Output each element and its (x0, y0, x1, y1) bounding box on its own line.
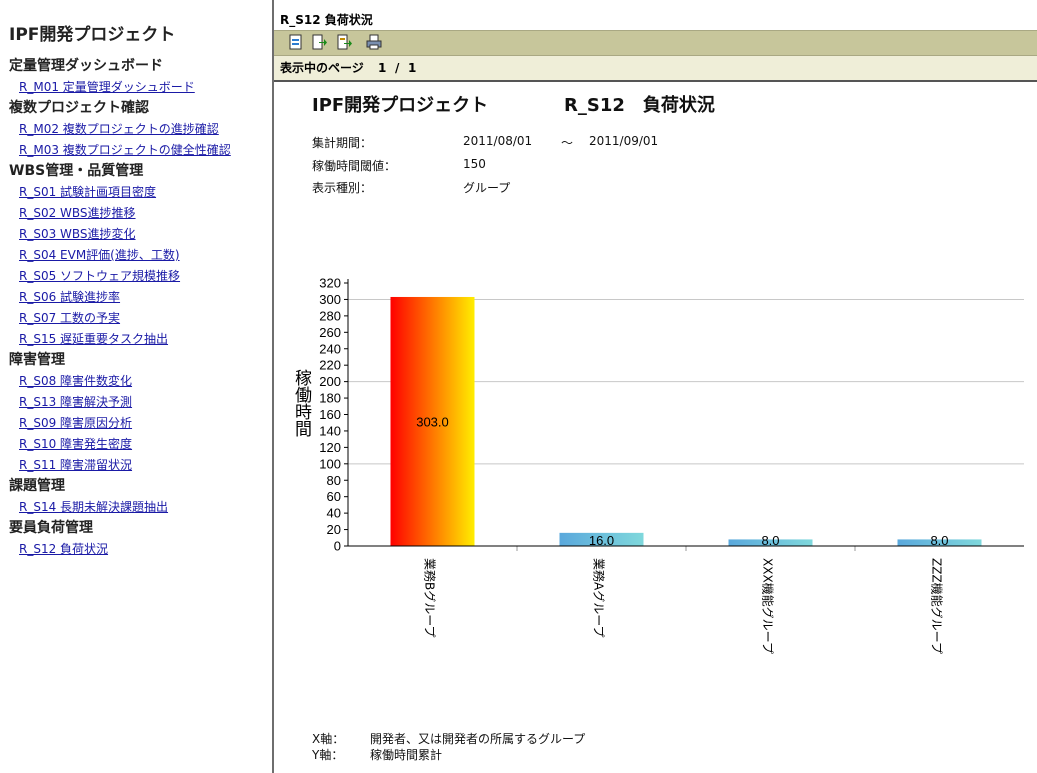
page-current: 1 (378, 61, 387, 75)
period-from: 2011/08/01 (463, 134, 533, 148)
y-tick-label: 60 (327, 489, 341, 504)
y-tick-label: 120 (319, 440, 341, 455)
sidebar-report-link[interactable]: R_S05 ソフトウェア規模推移 (19, 269, 181, 283)
export-data-icon[interactable] (337, 34, 353, 50)
sidebar-nav: 定量管理ダッシュボード R_M01 定量管理ダッシュボード複数プロジェクト確認 R_… (0, 56, 272, 560)
print-icon[interactable] (366, 34, 382, 50)
sidebar-category: 課題管理 (9, 478, 65, 494)
y-tick-label: 180 (319, 391, 341, 406)
sidebar-report-link[interactable]: R_S01 試験計画項目密度 (19, 185, 157, 199)
sidebar-report-link[interactable]: R_S04 EVM評価(進捗、工数) (19, 248, 180, 262)
sidebar-report-link[interactable]: R_S12 負荷状況 (19, 542, 109, 556)
sidebar-report-link[interactable]: R_S09 障害原因分析 (19, 416, 133, 430)
bar-value-label: 8.0 (930, 533, 948, 548)
sidebar-report-link[interactable]: R_S15 遅延重要タスク抽出 (19, 332, 169, 346)
page-total: 1 (408, 61, 417, 75)
y-tick-label: 0 (334, 539, 341, 554)
y-tick-label: 160 (319, 407, 341, 422)
y-tick-label: 40 (327, 506, 341, 521)
y-tick-label: 300 (319, 292, 341, 307)
sidebar-report-link[interactable]: R_S03 WBS進捗変化 (19, 227, 136, 241)
bar-value-label: 303.0 (416, 414, 449, 429)
sidebar-category: 複数プロジェクト確認 (9, 100, 149, 116)
sidebar-report-link[interactable]: R_M01 定量管理ダッシュボード (19, 80, 195, 94)
sidebar-category: 要員負荷管理 (9, 520, 93, 536)
sidebar-category: WBS管理・品質管理 (9, 163, 144, 179)
page-label: 表示中のページ (280, 61, 364, 75)
y-tick-label: 100 (319, 456, 341, 471)
y-tick-label: 260 (319, 325, 341, 340)
x-category-label: 業務Aグループ (592, 558, 606, 638)
bar (390, 296, 475, 546)
y-tick-label: 280 (319, 308, 341, 323)
period-tilde: ～ (561, 136, 574, 150)
sidebar-report-link[interactable]: R_M03 複数プロジェクトの健全性確認 (19, 143, 231, 157)
y-axis-title: 稼働時間 (291, 369, 312, 438)
y-tick-label: 320 (319, 276, 341, 291)
sidebar-report-link[interactable]: R_S02 WBS進捗推移 (19, 206, 136, 220)
bar (897, 539, 982, 546)
x-axis-note-label: X軸： (312, 732, 345, 746)
export-doc-icon[interactable] (288, 34, 304, 50)
sidebar-report-link[interactable]: R_S07 工数の予実 (19, 311, 121, 325)
load-bar-chart: 0204060801001201401601802002202402602803… (291, 276, 1024, 654)
y-tick-label: 20 (327, 522, 341, 537)
x-category-label: 業務Bグループ (423, 558, 437, 638)
report-title: R_S12 負荷状況 (280, 13, 373, 27)
sidebar-report-link[interactable]: R_S08 障害件数変化 (19, 374, 133, 388)
threshold-label: 稼働時間閾値： (312, 159, 397, 173)
bar-value-label: 8.0 (761, 533, 779, 548)
bar (559, 532, 644, 546)
sidebar: IPF開発プロジェクト 定量管理ダッシュボード R_M01 定量管理ダッシュボード… (0, 0, 272, 773)
app-title: IPF開発プロジェクト (9, 25, 176, 45)
page-separator: / (395, 61, 400, 75)
y-axis-note-value: 稼働時間累計 (370, 748, 443, 762)
report-heading-title: R_S12 負荷状況 (564, 95, 715, 116)
sidebar-report-link[interactable]: R_S10 障害発生密度 (19, 437, 133, 451)
sidebar-category: 障害管理 (9, 352, 65, 368)
period-label: 集計期間： (312, 136, 373, 150)
y-tick-label: 240 (319, 341, 341, 356)
report-toolbar (274, 30, 1037, 56)
sidebar-report-link[interactable]: R_S14 長期未解決課題抽出 (19, 500, 169, 514)
y-tick-label: 220 (319, 358, 341, 373)
sidebar-category: 定量管理ダッシュボード (9, 58, 163, 74)
display-type-value: グループ (463, 181, 511, 195)
y-tick-label: 80 (327, 473, 341, 488)
display-type-label: 表示種別： (312, 181, 373, 195)
report-body: IPF開発プロジェクト R_S12 負荷状況 集計期間： 2011/08/01 … (274, 82, 1037, 773)
export-arrow-icon[interactable] (312, 34, 328, 50)
report-heading-project: IPF開発プロジェクト (312, 95, 489, 116)
y-axis-note-label: Y軸： (312, 748, 344, 762)
report-panel: R_S12 負荷状況 表示中のページ 1 / 1 IPF開発プロジェクト R_S… (274, 0, 1037, 773)
sidebar-report-link[interactable]: R_S13 障害解決予測 (19, 395, 133, 409)
threshold-value: 150 (463, 157, 486, 171)
y-tick-label: 140 (319, 423, 341, 438)
bar (728, 539, 813, 546)
sidebar-report-link[interactable]: R_M02 複数プロジェクトの進捗確認 (19, 122, 219, 136)
x-category-label: XXX機能グループ (761, 558, 776, 654)
bar-value-label: 16.0 (589, 533, 614, 548)
page-indicator: 表示中のページ 1 / 1 (274, 56, 1037, 82)
sidebar-divider[interactable] (272, 0, 274, 773)
sidebar-report-link[interactable]: R_S11 障害滞留状況 (19, 458, 133, 472)
y-tick-label: 200 (319, 374, 341, 389)
sidebar-report-link[interactable]: R_S06 試験進捗率 (19, 290, 121, 304)
x-category-label: ZZZ機能グループ (930, 558, 945, 654)
x-axis-note-value: 開発者、又は開発者の所属するグループ (370, 732, 586, 746)
period-to: 2011/09/01 (589, 134, 659, 148)
